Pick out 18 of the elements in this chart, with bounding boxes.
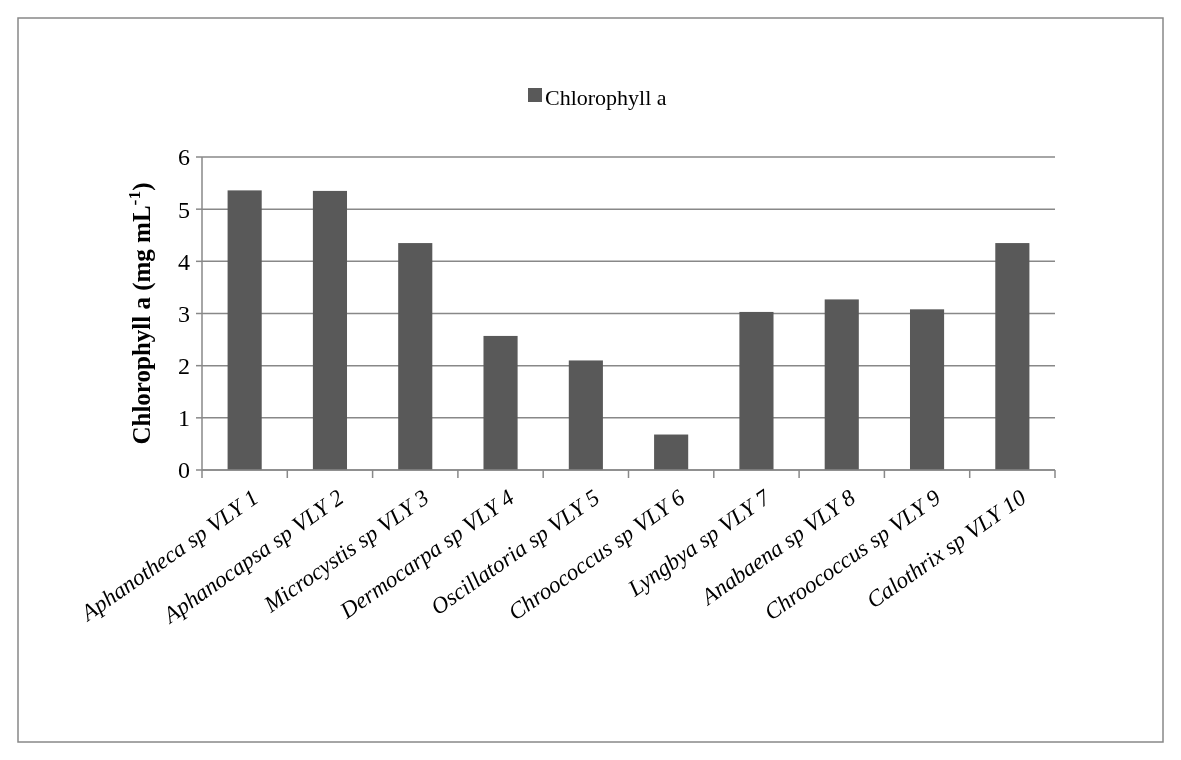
bar [568, 360, 603, 470]
y-tick-label: 5 [178, 196, 190, 223]
y-tick-label: 0 [178, 457, 190, 484]
y-tick-label: 6 [178, 144, 190, 171]
bar [227, 190, 262, 470]
y-tick-label: 1 [178, 405, 190, 432]
bar [312, 190, 348, 470]
bar [398, 243, 433, 470]
y-tick-label: 4 [178, 248, 190, 275]
bar [995, 243, 1030, 470]
y-tick-label: 2 [178, 353, 190, 380]
bar [909, 309, 945, 470]
bar [739, 311, 774, 470]
bar [483, 335, 518, 470]
bar [824, 299, 859, 470]
y-tick-label: 3 [178, 300, 190, 327]
legend-label: Chlorophyll a [545, 84, 667, 110]
bar [654, 434, 689, 470]
